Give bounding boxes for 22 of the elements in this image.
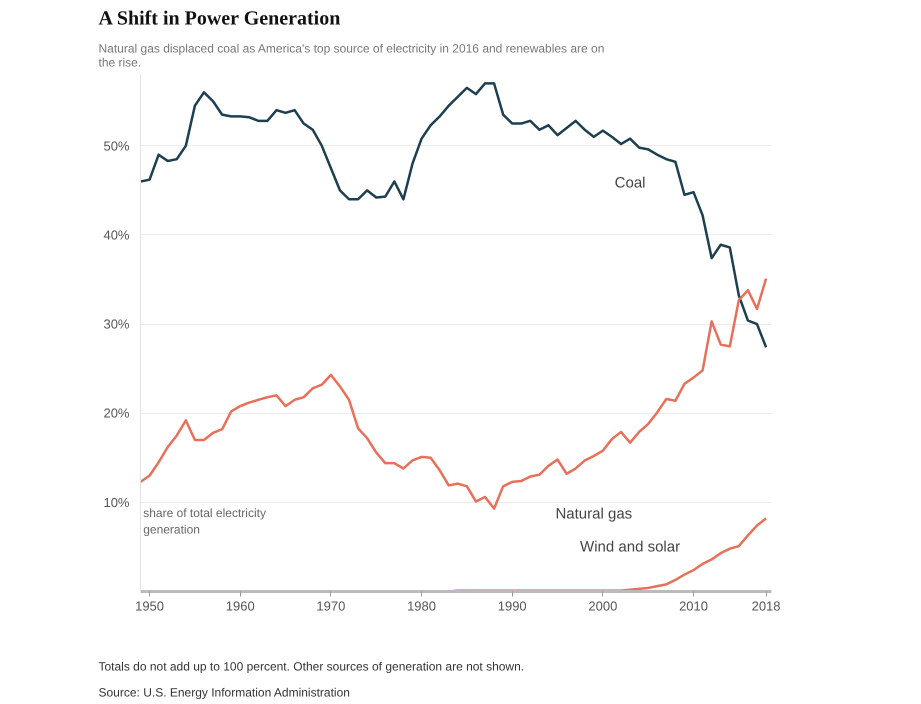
chart-subtitle: Natural gas displaced coal as America's top source of electricity in 2016 and renewables are on the rise. (98, 42, 604, 70)
y-tick-label: 10% (103, 494, 130, 510)
source-note: Source: U.S. Energy Information Administration (98, 686, 350, 700)
series-label: Wind and solar (580, 538, 680, 556)
annotation: share of total electricity generation (143, 506, 266, 537)
text: Natural gas (555, 505, 632, 522)
y-tick-label: 50% (103, 138, 130, 154)
line-series (140, 82, 768, 349)
x-tick-label: 1990 (498, 598, 527, 614)
x-tick-label: 1970 (316, 598, 346, 614)
y-tick-label: 20% (103, 406, 130, 421)
x-tick-label: 2018 (752, 598, 781, 614)
y-tick-label: 30% (103, 316, 130, 332)
x-tick-label: 1950 (135, 598, 164, 614)
x-tick-label: 2010 (679, 598, 708, 614)
text: Totals do not add up to 100 percent. Other sources of generation are not shown. (98, 660, 524, 674)
x-tick-label: 1960 (226, 598, 255, 614)
y-tick-label: 40% (103, 227, 130, 242)
x-tick-label: 1980 (407, 598, 436, 614)
x-tick-label: 2000 (588, 598, 618, 614)
series-label: Coal (614, 174, 646, 192)
chart-title: A Shift in Power Generation (98, 8, 340, 30)
